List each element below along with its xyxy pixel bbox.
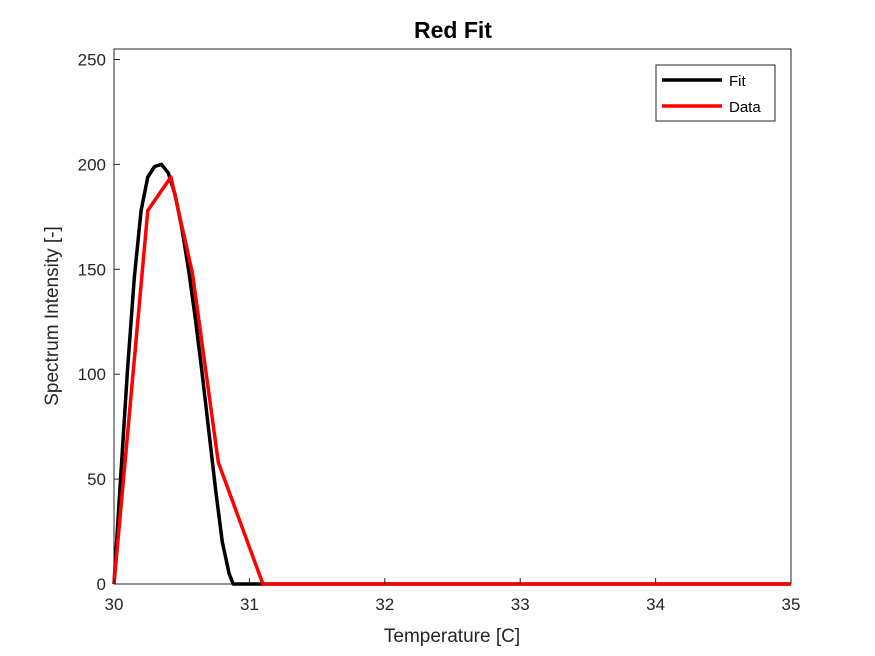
legend-box: [655, 64, 776, 122]
y-tick-label: 150: [78, 260, 106, 279]
x-axis-label: Temperature [C]: [384, 626, 520, 647]
x-tick-label: 33: [511, 595, 530, 614]
legend-label-data: Data: [729, 99, 761, 116]
x-axis: 30 31 32 33 34 35: [105, 578, 801, 614]
y-axis-label: Spectrum Intensity [-]: [42, 226, 63, 406]
x-tick-label: 32: [375, 595, 394, 614]
plot-frame: [113, 48, 792, 585]
y-tick-label: 250: [78, 50, 106, 69]
plot-area: [112, 48, 792, 586]
x-tick-label: 35: [782, 595, 801, 614]
x-tick-label: 31: [240, 595, 259, 614]
series-line-data: [112, 175, 791, 586]
x-tick-label: 34: [646, 595, 665, 614]
y-tick-label: 100: [78, 365, 106, 384]
y-tick-label: 200: [78, 155, 106, 174]
legend-label-fit: Fit: [729, 73, 746, 90]
chart-title: Red Fit: [414, 17, 492, 43]
x-tick-label: 30: [105, 595, 124, 614]
y-tick-label: 0: [97, 575, 106, 594]
y-tick-label: 50: [87, 470, 106, 489]
y-axis: 0 50 100 150 200 250: [78, 50, 120, 594]
legend: Fit Data: [655, 64, 776, 122]
